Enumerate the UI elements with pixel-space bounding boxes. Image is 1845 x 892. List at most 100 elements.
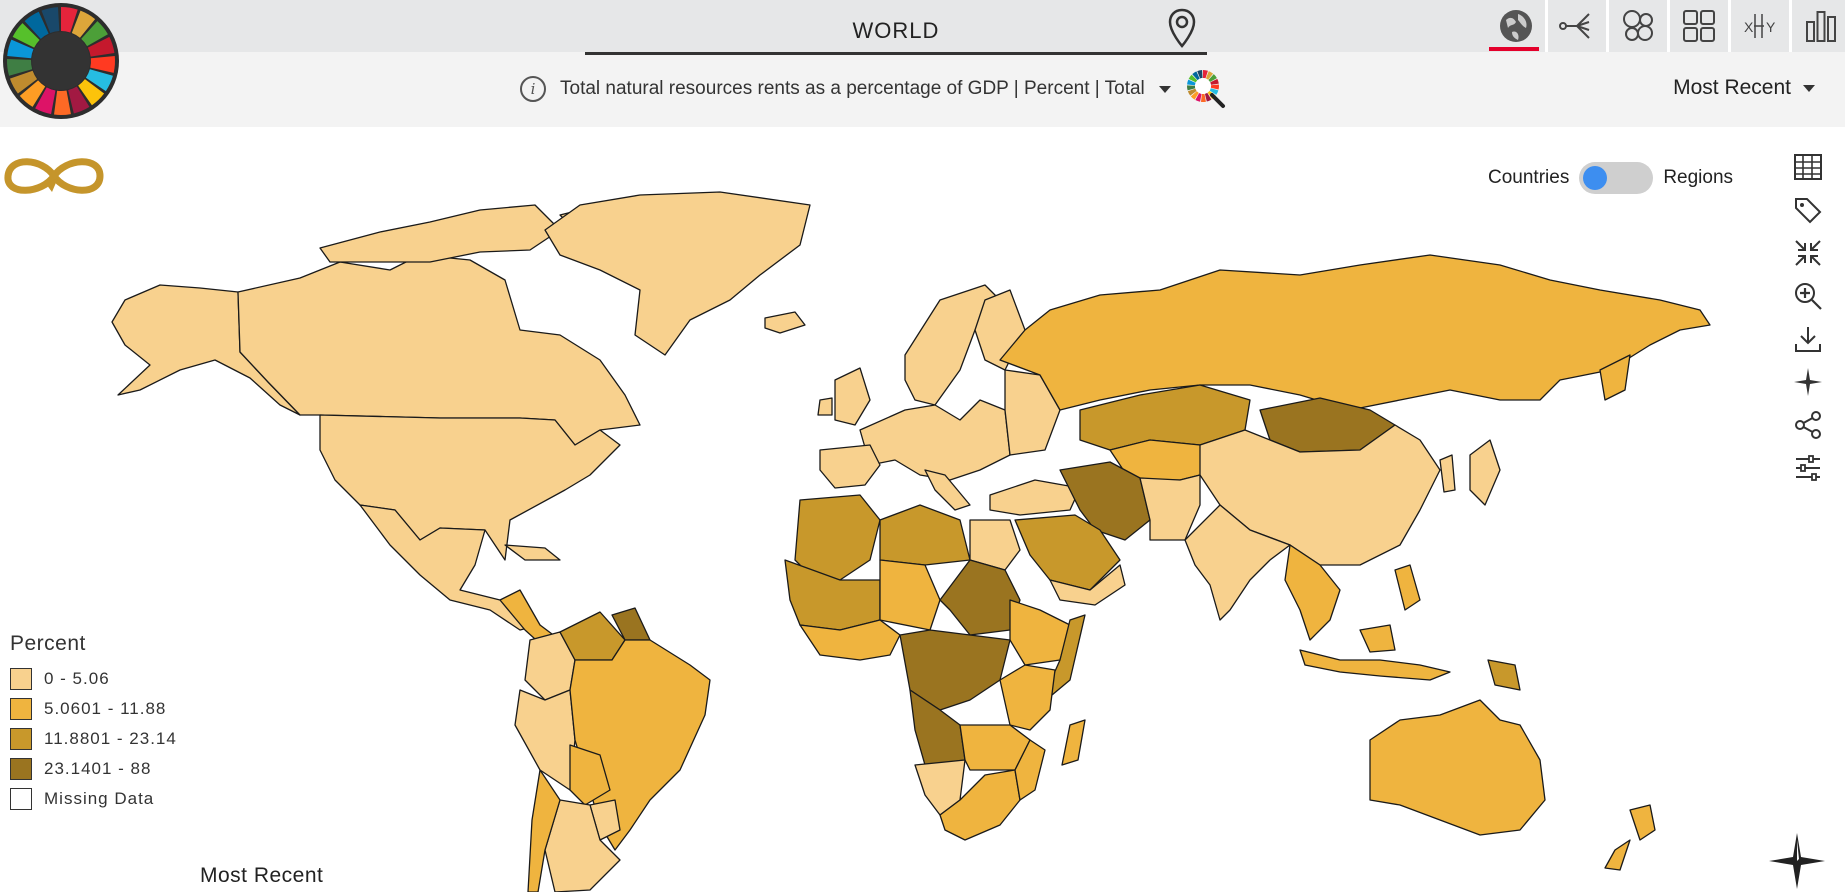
- bar-view-button[interactable]: [1789, 0, 1845, 52]
- wheel-segment: [1187, 88, 1197, 96]
- download-button[interactable]: [1790, 324, 1826, 354]
- legend-swatch: [10, 788, 32, 810]
- sdg-search-icon[interactable]: [1185, 68, 1227, 110]
- toggle-right-label: Regions: [1663, 167, 1734, 188]
- country-egypt: [969, 519, 1021, 571]
- wheel-segment: [1188, 74, 1198, 83]
- wheel-segment: [1205, 71, 1213, 80]
- legend-item[interactable]: 11.8801 - 23.14: [10, 724, 177, 754]
- table-button[interactable]: [1790, 152, 1826, 182]
- zoom-in-button[interactable]: [1790, 281, 1826, 311]
- legend-item[interactable]: 5.0601 - 11.88: [10, 694, 177, 724]
- bubbles-icon: [1623, 10, 1653, 41]
- countries-regions-toggle: Countries Regions: [1488, 162, 1733, 194]
- country-canada: [237, 254, 641, 446]
- wheel-segment: [7, 59, 33, 76]
- country-peru: [514, 689, 576, 791]
- indicator-label[interactable]: Total natural resources rents as a perce…: [560, 78, 1145, 99]
- infinity-loop-icon[interactable]: [2, 148, 106, 204]
- xy-view-button[interactable]: X Y: [1728, 0, 1789, 52]
- country-north-africa-west: [794, 494, 881, 581]
- country-japan: [1469, 439, 1501, 506]
- share-icon: [1795, 411, 1821, 439]
- country-east-africa: [999, 664, 1056, 731]
- country-new-zealand: [1604, 804, 1656, 871]
- legend-item[interactable]: 23.1401 - 88: [10, 754, 177, 784]
- wheel-segment: [90, 56, 115, 73]
- sparkle-button[interactable]: [1790, 367, 1826, 397]
- wheel-segment: [1195, 93, 1202, 102]
- legend-item[interactable]: Missing Data: [10, 784, 177, 814]
- info-icon[interactable]: i: [520, 76, 546, 102]
- legend-title: Percent: [10, 632, 86, 655]
- country-greenland: [544, 191, 811, 356]
- country-kamchatka: [1599, 354, 1631, 401]
- chevron-down-icon[interactable]: [1158, 85, 1171, 93]
- country-turkey: [989, 479, 1081, 516]
- country-argentina: [544, 799, 621, 892]
- wheel-segment: [71, 10, 96, 38]
- share-button[interactable]: [1790, 410, 1826, 440]
- legend-item[interactable]: 0 - 5.06: [10, 664, 177, 694]
- label-button[interactable]: [1790, 195, 1826, 225]
- country-uk: [817, 367, 871, 426]
- wheel-segment: [87, 36, 115, 57]
- world-choropleth-map[interactable]: [0, 127, 1745, 892]
- svg-text:Y: Y: [1766, 19, 1776, 35]
- wheel-segment: [1186, 79, 1196, 86]
- country-norway-sweden: [904, 284, 1001, 406]
- wheel-segment: [1208, 74, 1217, 83]
- country-philippines: [1394, 564, 1421, 611]
- wheel-segment: [35, 87, 56, 115]
- legend-swatch: [10, 698, 32, 720]
- period-selector[interactable]: Most Recent: [1673, 76, 1815, 100]
- download-icon: [1795, 327, 1821, 352]
- globe-icon: [1500, 10, 1532, 42]
- toggle-switch[interactable]: [1579, 162, 1654, 194]
- tag-icon: [1795, 198, 1822, 224]
- wheel-segment: [7, 39, 34, 59]
- country-australia: [1369, 699, 1546, 836]
- zoom-in-icon: [1795, 283, 1822, 310]
- wheel-segment: [1202, 70, 1208, 79]
- legend-swatch: [10, 728, 32, 750]
- top-bar: [0, 0, 1845, 52]
- collapse-button[interactable]: [1790, 238, 1826, 268]
- country-alaska: [111, 284, 301, 416]
- tree-view-button[interactable]: [1545, 0, 1606, 52]
- indicator-selector[interactable]: i Total natural resources rents as a per…: [520, 70, 1227, 108]
- wheel-segment: [24, 11, 49, 39]
- wheel-segment: [1209, 88, 1219, 95]
- country-cuba: [504, 544, 561, 561]
- grid-view-button[interactable]: [1667, 0, 1728, 52]
- location-search[interactable]: WORLD: [585, 6, 1207, 55]
- country-chad-niger: [879, 559, 941, 631]
- settings-button[interactable]: [1790, 453, 1826, 483]
- sdg-wheel-logo[interactable]: [0, 0, 122, 122]
- wheel-segment: [78, 79, 105, 106]
- bubble-view-button[interactable]: [1606, 0, 1667, 52]
- indicator-bar: [0, 52, 1845, 127]
- compass-icon[interactable]: [1768, 832, 1826, 890]
- country-afghanistan-pakistan: [1139, 474, 1201, 541]
- toggle-knob[interactable]: [1583, 166, 1608, 190]
- country-libya: [879, 504, 971, 566]
- location-pin-icon[interactable]: [1167, 8, 1197, 50]
- grid-icon: [1683, 10, 1715, 42]
- country-west-africa-coast: [799, 619, 901, 661]
- wheel-segment: [61, 7, 78, 33]
- legend-swatch: [10, 668, 32, 690]
- country-oman-yemen: [1049, 564, 1126, 606]
- wheel-segment: [1200, 93, 1206, 102]
- legend-label: 5.0601 - 11.88: [44, 699, 167, 718]
- country-europe-west: [859, 399, 1011, 481]
- wheel-segment: [1204, 92, 1212, 102]
- country-iceland: [764, 311, 806, 334]
- map-view-button[interactable]: [1487, 0, 1545, 52]
- country-italy: [924, 469, 971, 511]
- legend-swatch: [10, 758, 32, 780]
- period-label: Most Recent: [1673, 76, 1791, 99]
- wheel-segment: [1209, 78, 1219, 85]
- country-spain: [819, 444, 881, 489]
- country-papua-new-guinea: [1487, 659, 1521, 691]
